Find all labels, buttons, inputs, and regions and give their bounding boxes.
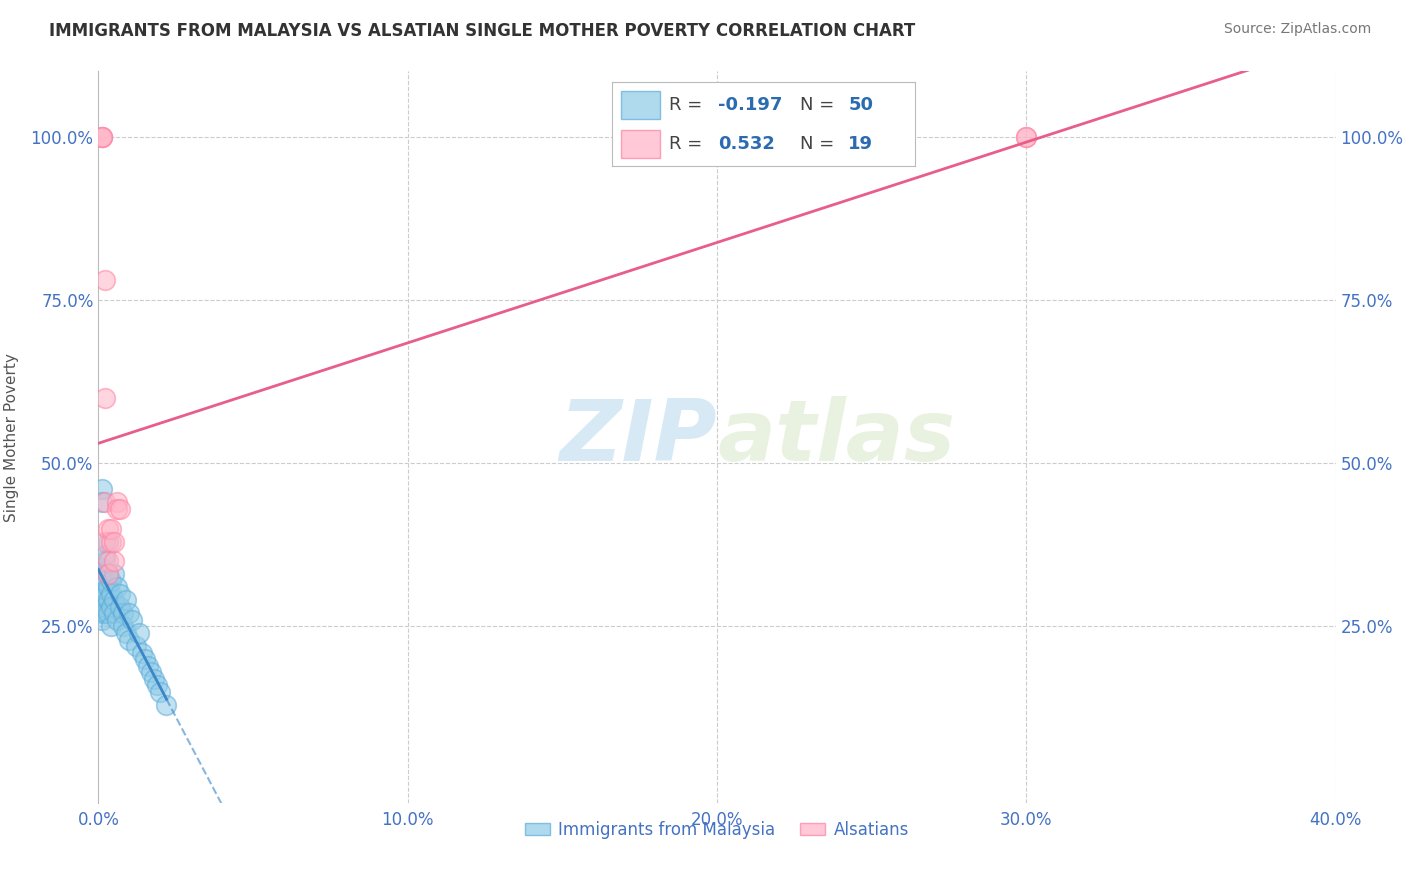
Point <box>93 554 115 568</box>
Point <box>90 483 112 497</box>
Point <box>146 678 169 692</box>
Point <box>115 626 138 640</box>
Point <box>118 632 141 647</box>
Point <box>155 698 177 712</box>
Point <box>100 619 122 633</box>
Text: Source: ZipAtlas.com: Source: ZipAtlas.com <box>1223 22 1371 37</box>
Point <box>1015 129 1038 144</box>
Point <box>108 599 131 614</box>
Text: IMMIGRANTS FROM MALAYSIA VS ALSATIAN SINGLE MOTHER POVERTY CORRELATION CHART: IMMIGRANTS FROM MALAYSIA VS ALSATIAN SIN… <box>49 22 915 40</box>
Point <box>93 273 115 287</box>
Point <box>90 593 112 607</box>
Point <box>90 613 112 627</box>
Y-axis label: Single Mother Poverty: Single Mother Poverty <box>4 352 20 522</box>
Point <box>97 593 120 607</box>
Point <box>93 534 115 549</box>
Point <box>97 567 120 582</box>
Point <box>93 607 115 621</box>
Point <box>103 607 125 621</box>
Point <box>143 672 166 686</box>
Point <box>128 626 150 640</box>
Point <box>103 567 125 582</box>
Point <box>93 391 115 405</box>
Point <box>100 534 122 549</box>
Point <box>93 574 115 588</box>
Point <box>112 607 135 621</box>
Point <box>93 548 115 562</box>
Point <box>97 521 120 535</box>
Point <box>103 593 125 607</box>
Point <box>136 658 159 673</box>
Point <box>131 646 153 660</box>
Point <box>103 554 125 568</box>
Point <box>100 574 122 588</box>
Point <box>149 685 172 699</box>
Point <box>97 534 120 549</box>
Point <box>105 613 128 627</box>
Legend: Immigrants from Malaysia, Alsatians: Immigrants from Malaysia, Alsatians <box>519 814 915 846</box>
Point <box>93 495 115 509</box>
Point <box>90 574 112 588</box>
Point <box>108 502 131 516</box>
Point <box>90 495 112 509</box>
Point <box>97 607 120 621</box>
Point <box>105 580 128 594</box>
Point <box>90 599 112 614</box>
Point <box>93 587 115 601</box>
Point <box>100 599 122 614</box>
Point <box>139 665 162 680</box>
Point <box>105 495 128 509</box>
Point <box>90 129 112 144</box>
Point <box>118 607 141 621</box>
Point <box>97 554 120 568</box>
Point <box>100 521 122 535</box>
Point <box>90 580 112 594</box>
Point <box>90 567 112 582</box>
Point <box>90 129 112 144</box>
Point <box>97 580 120 594</box>
Text: ZIP: ZIP <box>560 395 717 479</box>
Point <box>93 599 115 614</box>
Point <box>90 560 112 574</box>
Point <box>90 607 112 621</box>
Point <box>100 587 122 601</box>
Point <box>124 639 146 653</box>
Point <box>97 567 120 582</box>
Point <box>103 534 125 549</box>
Point <box>112 619 135 633</box>
Point <box>105 502 128 516</box>
Point <box>134 652 156 666</box>
Point <box>108 587 131 601</box>
Point <box>121 613 143 627</box>
Point <box>90 129 112 144</box>
Point <box>90 587 112 601</box>
Text: atlas: atlas <box>717 395 955 479</box>
Point <box>115 593 138 607</box>
Point <box>1015 129 1038 144</box>
